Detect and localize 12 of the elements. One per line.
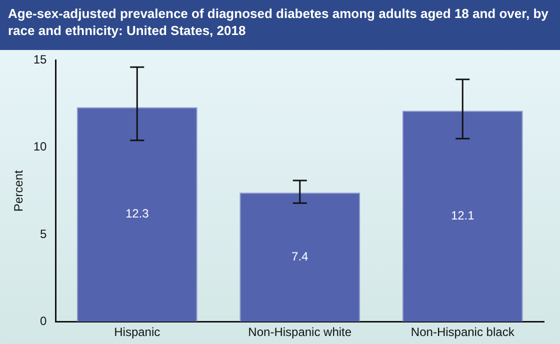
x-tick-label: Non-Hispanic white <box>248 325 352 340</box>
data-label: 12.3 <box>125 206 150 221</box>
x-tick-label: Hispanic <box>114 325 160 340</box>
data-label: 12.1 <box>450 208 475 222</box>
y-tick-label: 5 <box>40 226 48 241</box>
y-tick-label: 10 <box>33 140 48 154</box>
data-label: 7.4 <box>292 249 309 264</box>
y-axis-title: Percent <box>12 170 26 212</box>
x-tick-label: Non-Hispanic black <box>410 325 516 340</box>
y-tick-label: 15 <box>33 52 48 67</box>
chart-title: Age-sex-adjusted prevalence of diagnosed diabetes among adults aged 18 and over, by race and ethnicity: United States, 2018 <box>0 0 560 50</box>
y-tick-label: 0 <box>40 314 48 328</box>
